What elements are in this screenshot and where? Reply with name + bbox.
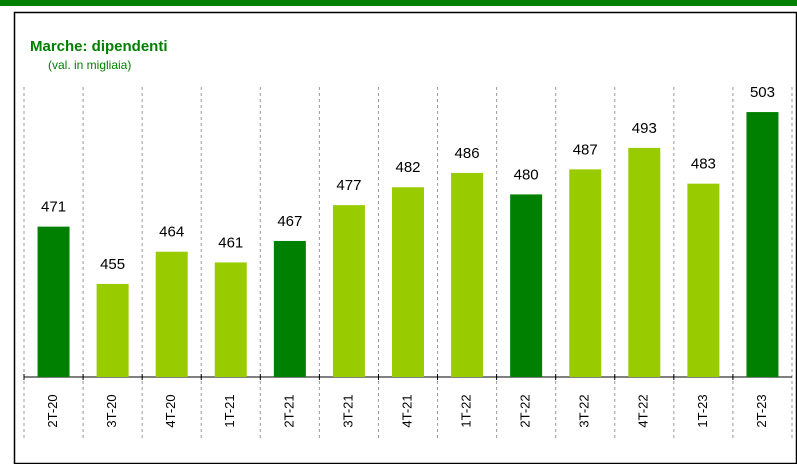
value-label: 480 xyxy=(514,166,539,183)
x-tick-label: 2T-23 xyxy=(754,394,769,427)
value-label: 464 xyxy=(159,224,184,241)
x-tick-label: 1T-23 xyxy=(695,394,710,427)
value-label: 461 xyxy=(218,234,243,251)
chart-title: Marche: dipendenti xyxy=(30,38,168,55)
bar xyxy=(155,251,188,377)
value-label: 503 xyxy=(750,84,775,101)
x-tick-label: 4T-22 xyxy=(636,394,651,427)
x-tick-label: 2T-21 xyxy=(281,394,296,427)
value-label: 486 xyxy=(455,145,480,162)
x-tick-label: 3T-22 xyxy=(577,394,592,427)
bar xyxy=(392,187,424,377)
value-label: 483 xyxy=(691,156,716,173)
bar xyxy=(628,147,661,377)
x-tick-label: 4T-20 xyxy=(163,394,178,427)
x-tick-label: 2T-22 xyxy=(518,394,533,427)
value-label: 477 xyxy=(336,177,361,194)
bar xyxy=(332,205,365,377)
x-tick-label: 3T-21 xyxy=(340,394,355,427)
bar xyxy=(510,194,543,377)
x-tick-label: 1T-22 xyxy=(459,394,474,427)
value-label: 493 xyxy=(632,120,657,137)
value-label: 467 xyxy=(277,213,302,230)
value-label: 487 xyxy=(573,141,598,158)
bar xyxy=(37,226,70,377)
top-band xyxy=(0,0,797,6)
bar xyxy=(746,112,779,377)
value-label: 455 xyxy=(100,256,125,273)
value-label: 482 xyxy=(395,159,420,176)
x-tick-label: 1T-21 xyxy=(222,394,237,427)
x-tick-label: 4T-21 xyxy=(399,394,414,427)
value-label: 471 xyxy=(41,199,66,216)
bar xyxy=(687,183,720,377)
x-tick-label: 3T-20 xyxy=(104,394,119,427)
bar xyxy=(451,172,484,377)
x-tick-label: 2T-20 xyxy=(45,394,60,427)
bar xyxy=(273,240,306,377)
bar xyxy=(214,262,247,377)
chart-subtitle: (val. in migliaia) xyxy=(48,58,131,72)
bar xyxy=(569,169,602,377)
bar xyxy=(96,283,129,377)
